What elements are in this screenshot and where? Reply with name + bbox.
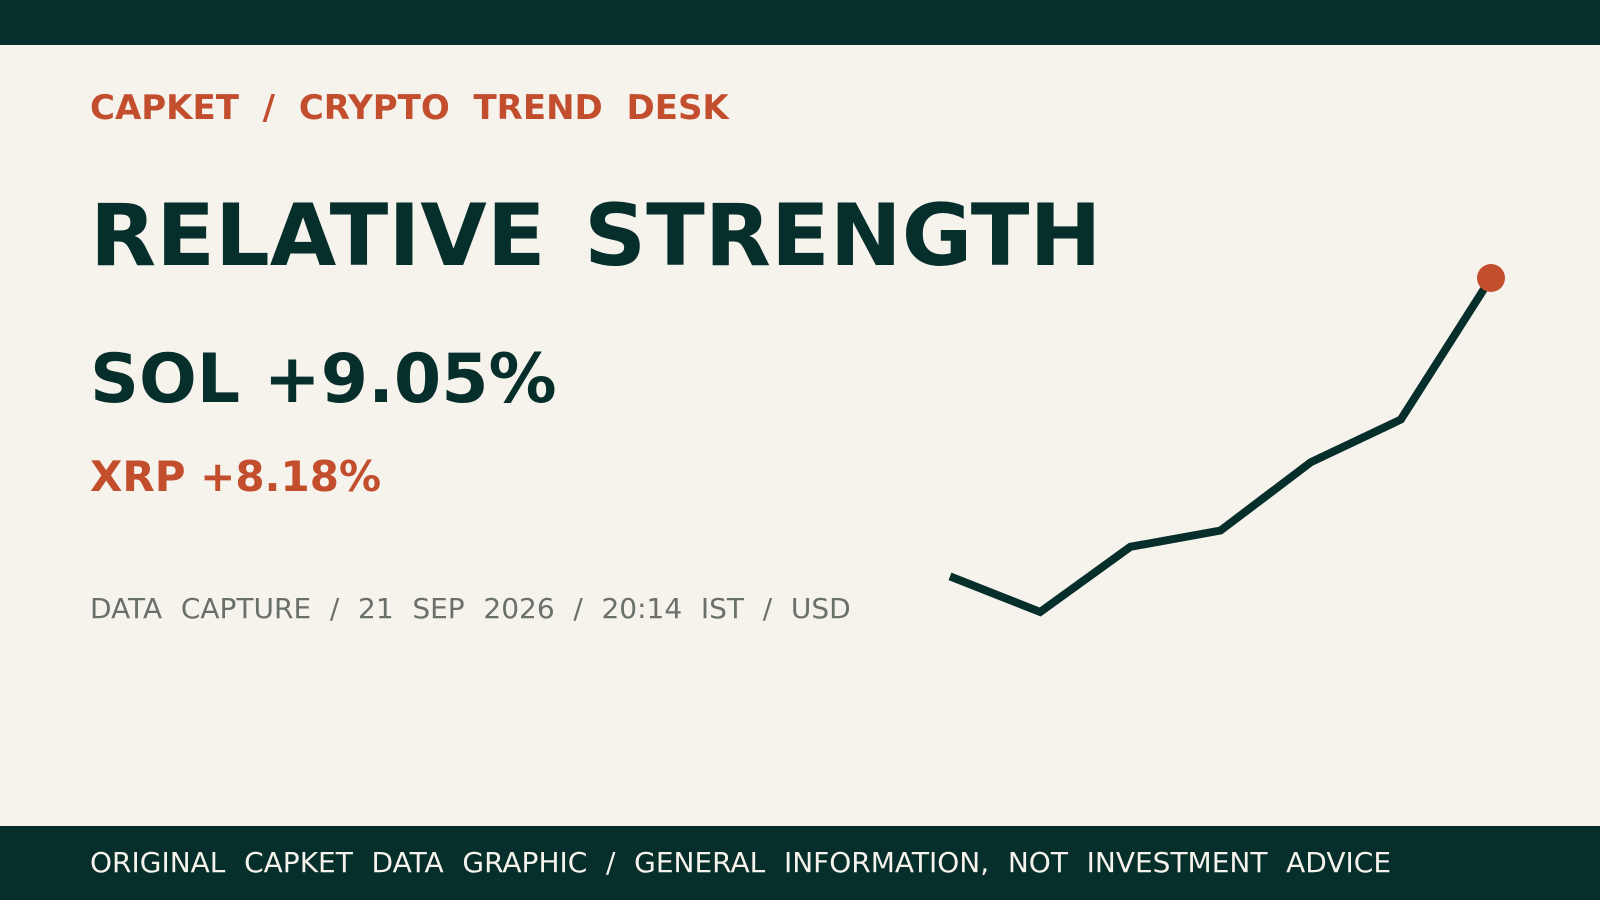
trend-line — [948, 275, 1495, 617]
title: RELATIVE STRENGTH — [90, 186, 1102, 286]
eyebrow: CAPKET / CRYPTO TREND DESK — [90, 88, 729, 128]
top-bar — [0, 0, 1600, 45]
primary-stat: SOL +9.05% — [90, 340, 557, 419]
secondary-stat: XRP +8.18% — [90, 452, 382, 501]
footer-text: ORIGINAL CAPKET DATA GRAPHIC / GENERAL I… — [90, 846, 1392, 879]
end-dot — [1477, 264, 1505, 292]
meta-line: DATA CAPTURE / 21 SEP 2026 / 20:14 IST /… — [90, 592, 851, 625]
footer-bar — [0, 826, 1600, 900]
